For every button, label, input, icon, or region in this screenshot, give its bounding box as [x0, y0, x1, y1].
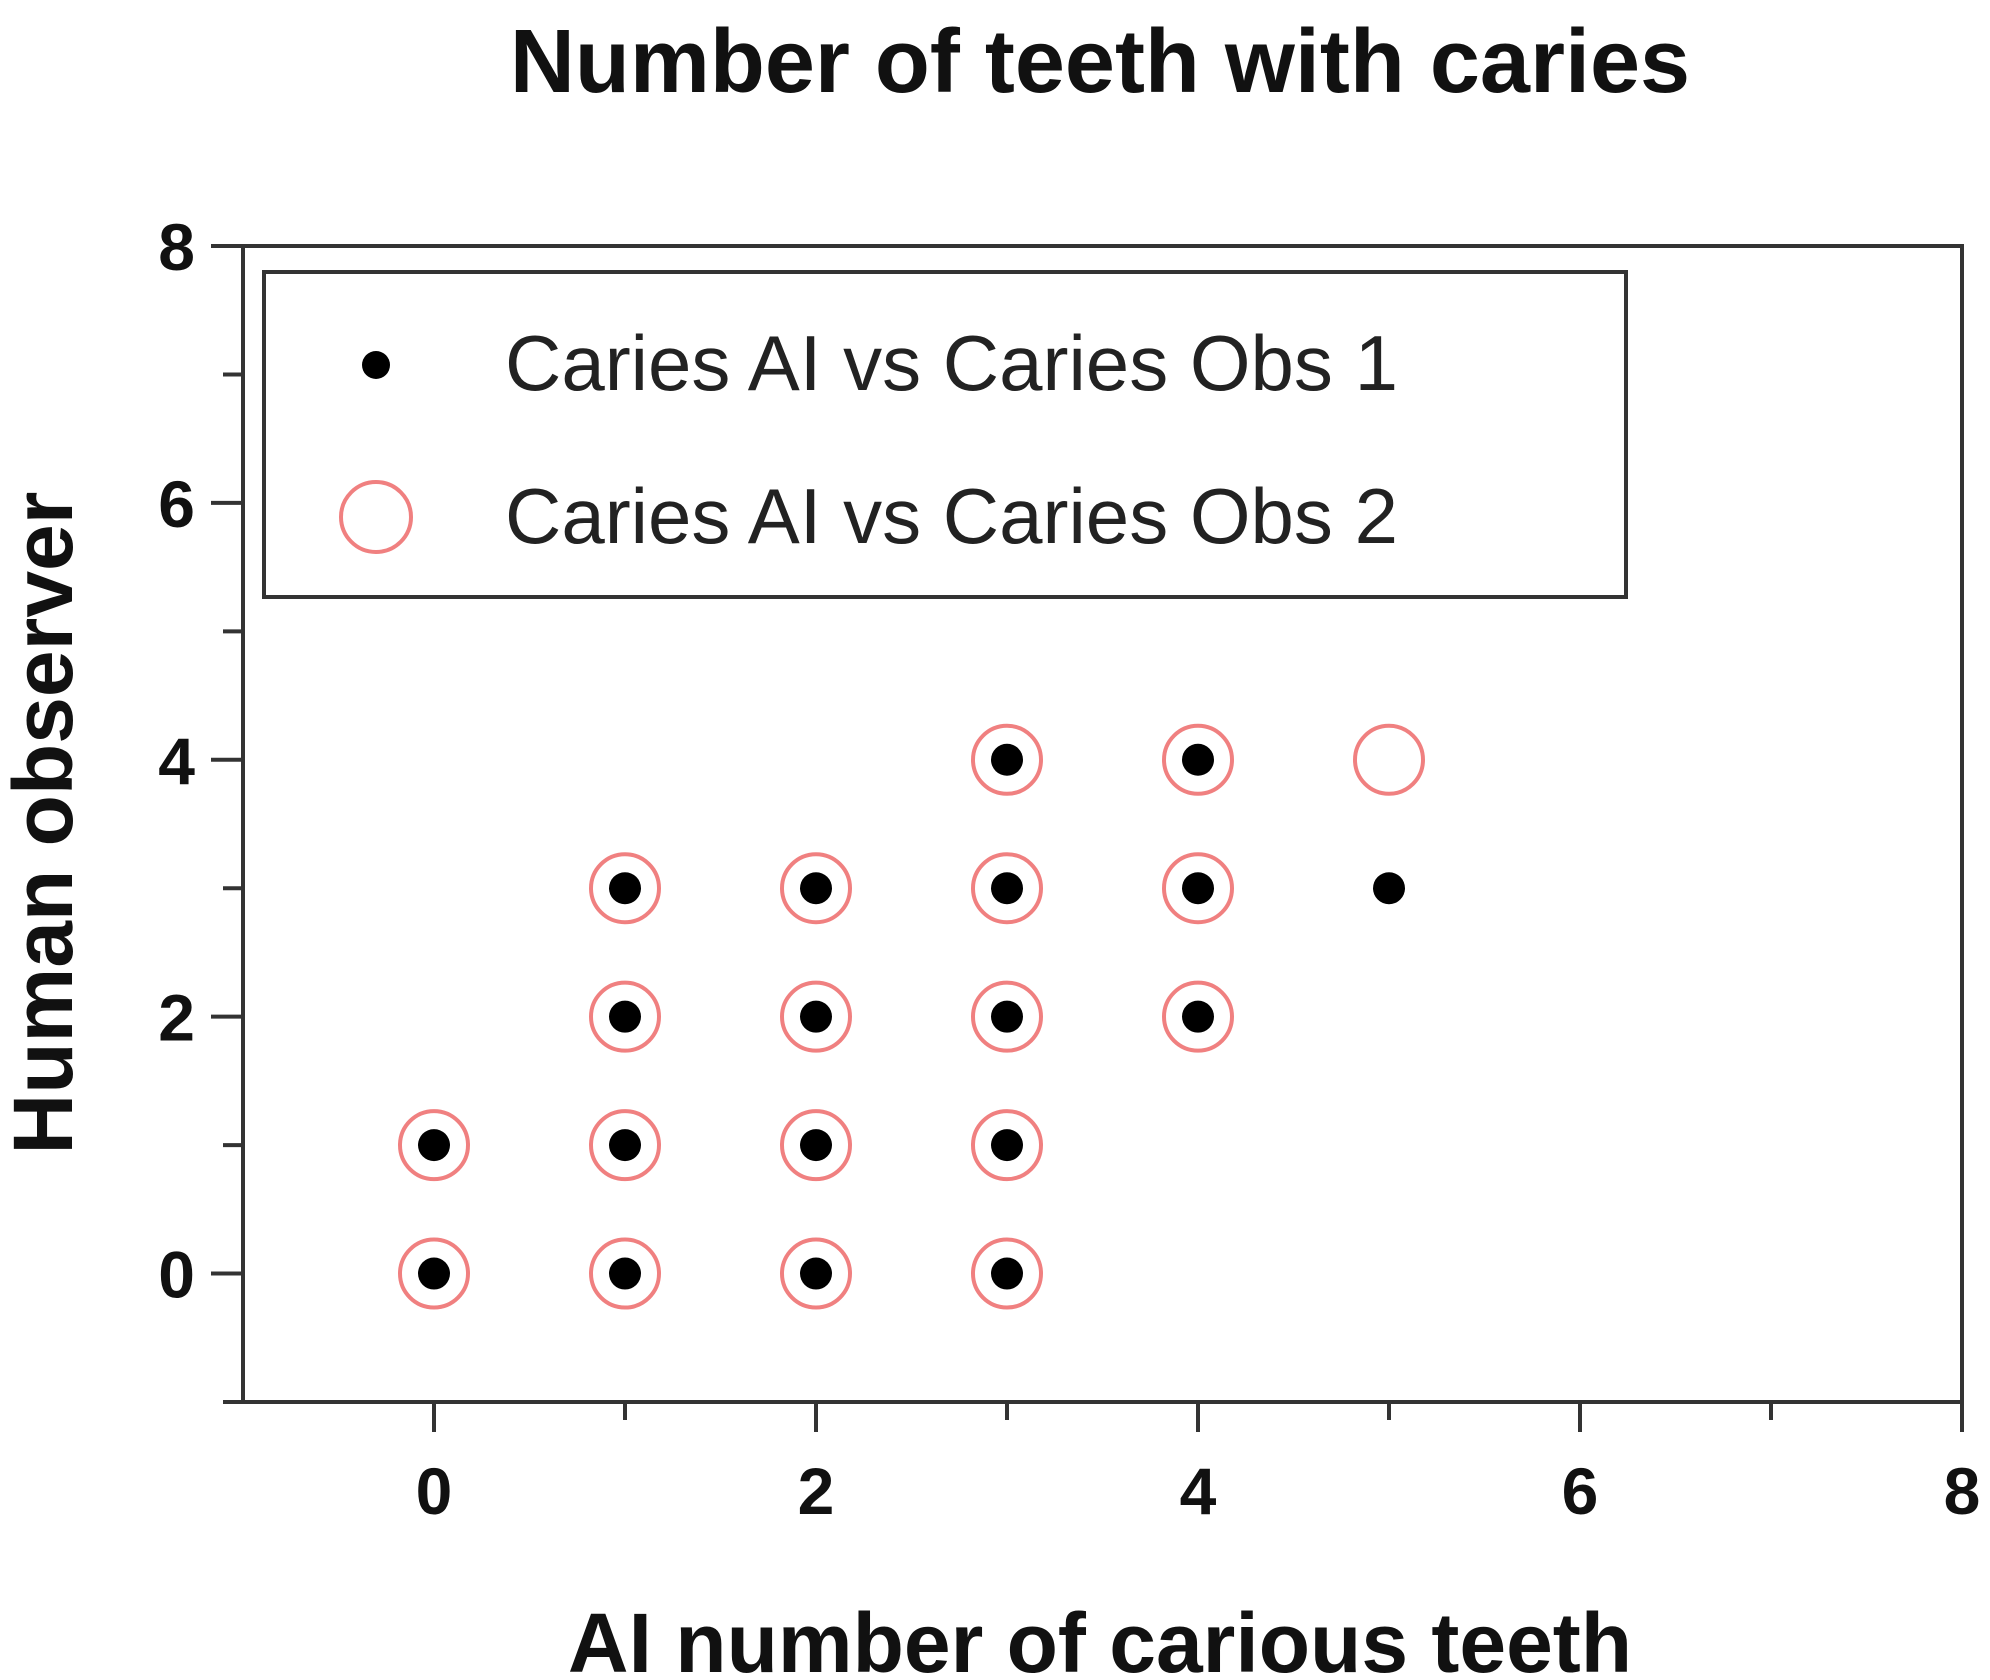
x-tick-label: 0	[416, 1454, 453, 1528]
obs2-point	[589, 1109, 661, 1182]
y-tick-label: 0	[158, 1238, 195, 1312]
obs2-point	[1162, 723, 1234, 796]
obs2-point	[780, 980, 852, 1053]
obs1-point	[800, 872, 832, 905]
obs1-point	[1182, 872, 1214, 905]
obs2-point	[1162, 980, 1234, 1053]
x-tick-label: 2	[798, 1454, 835, 1528]
chart-title: Number of teeth with caries	[510, 12, 1690, 112]
x-tick-label: 8	[1944, 1454, 1981, 1528]
legend-box	[262, 270, 1628, 599]
y-tick-label: 8	[158, 210, 195, 284]
obs1-point	[991, 1257, 1023, 1290]
legend-marker-filled-circle	[362, 351, 390, 379]
y-axis-ticks: 0 2 4 6 8	[158, 210, 243, 1404]
y-tick-label: 6	[158, 467, 195, 541]
obs1-point	[1182, 1000, 1214, 1033]
obs2-point	[589, 980, 661, 1053]
obs1-point	[800, 1257, 832, 1290]
plot-frame	[241, 244, 1964, 1404]
y-tick-label: 2	[158, 981, 195, 1055]
legend: Caries AI vs Caries Obs 1 Caries AI vs C…	[262, 270, 1628, 599]
obs1-point	[1373, 872, 1405, 905]
x-axis-ticks: 0 2 4 6 8	[416, 1402, 1981, 1528]
obs1-point	[609, 1129, 641, 1162]
obs2-point	[589, 1237, 661, 1310]
obs2-point	[1162, 852, 1234, 925]
obs2-point	[971, 723, 1043, 796]
x-axis-label: AI number of carious teeth	[568, 1596, 1632, 1680]
legend-marker-open-circle	[339, 480, 413, 554]
obs1-point	[418, 1129, 450, 1162]
data-points	[398, 723, 1425, 1310]
obs1-point	[800, 1000, 832, 1033]
obs1-point	[991, 743, 1023, 776]
obs1-point	[609, 872, 641, 905]
x-tick-label: 4	[1180, 1454, 1217, 1528]
obs1-point	[609, 1257, 641, 1290]
obs1-point	[991, 1000, 1023, 1033]
x-tick-label: 6	[1562, 1454, 1599, 1528]
obs2-point	[971, 1237, 1043, 1310]
obs1-point	[418, 1257, 450, 1290]
obs2-point	[971, 980, 1043, 1053]
obs2-point	[780, 852, 852, 925]
obs1-point	[991, 872, 1023, 905]
legend-label-obs2: Caries AI vs Caries Obs 2	[505, 472, 1398, 560]
obs2-point	[589, 852, 661, 925]
obs2-point	[971, 1109, 1043, 1182]
obs2-point	[1353, 723, 1425, 796]
obs2-point	[780, 1109, 852, 1182]
obs2-point	[398, 1237, 470, 1310]
obs1-point	[609, 1000, 641, 1033]
y-axis-label: Human observer	[0, 492, 90, 1155]
y-tick-label: 4	[158, 724, 195, 798]
obs1-point	[1182, 743, 1214, 776]
obs2-point	[398, 1109, 470, 1182]
obs2-point	[971, 852, 1043, 925]
obs1-point	[800, 1129, 832, 1162]
obs2-point	[780, 1237, 852, 1310]
obs1-point	[991, 1129, 1023, 1162]
legend-label-obs1: Caries AI vs Caries Obs 1	[505, 319, 1398, 407]
